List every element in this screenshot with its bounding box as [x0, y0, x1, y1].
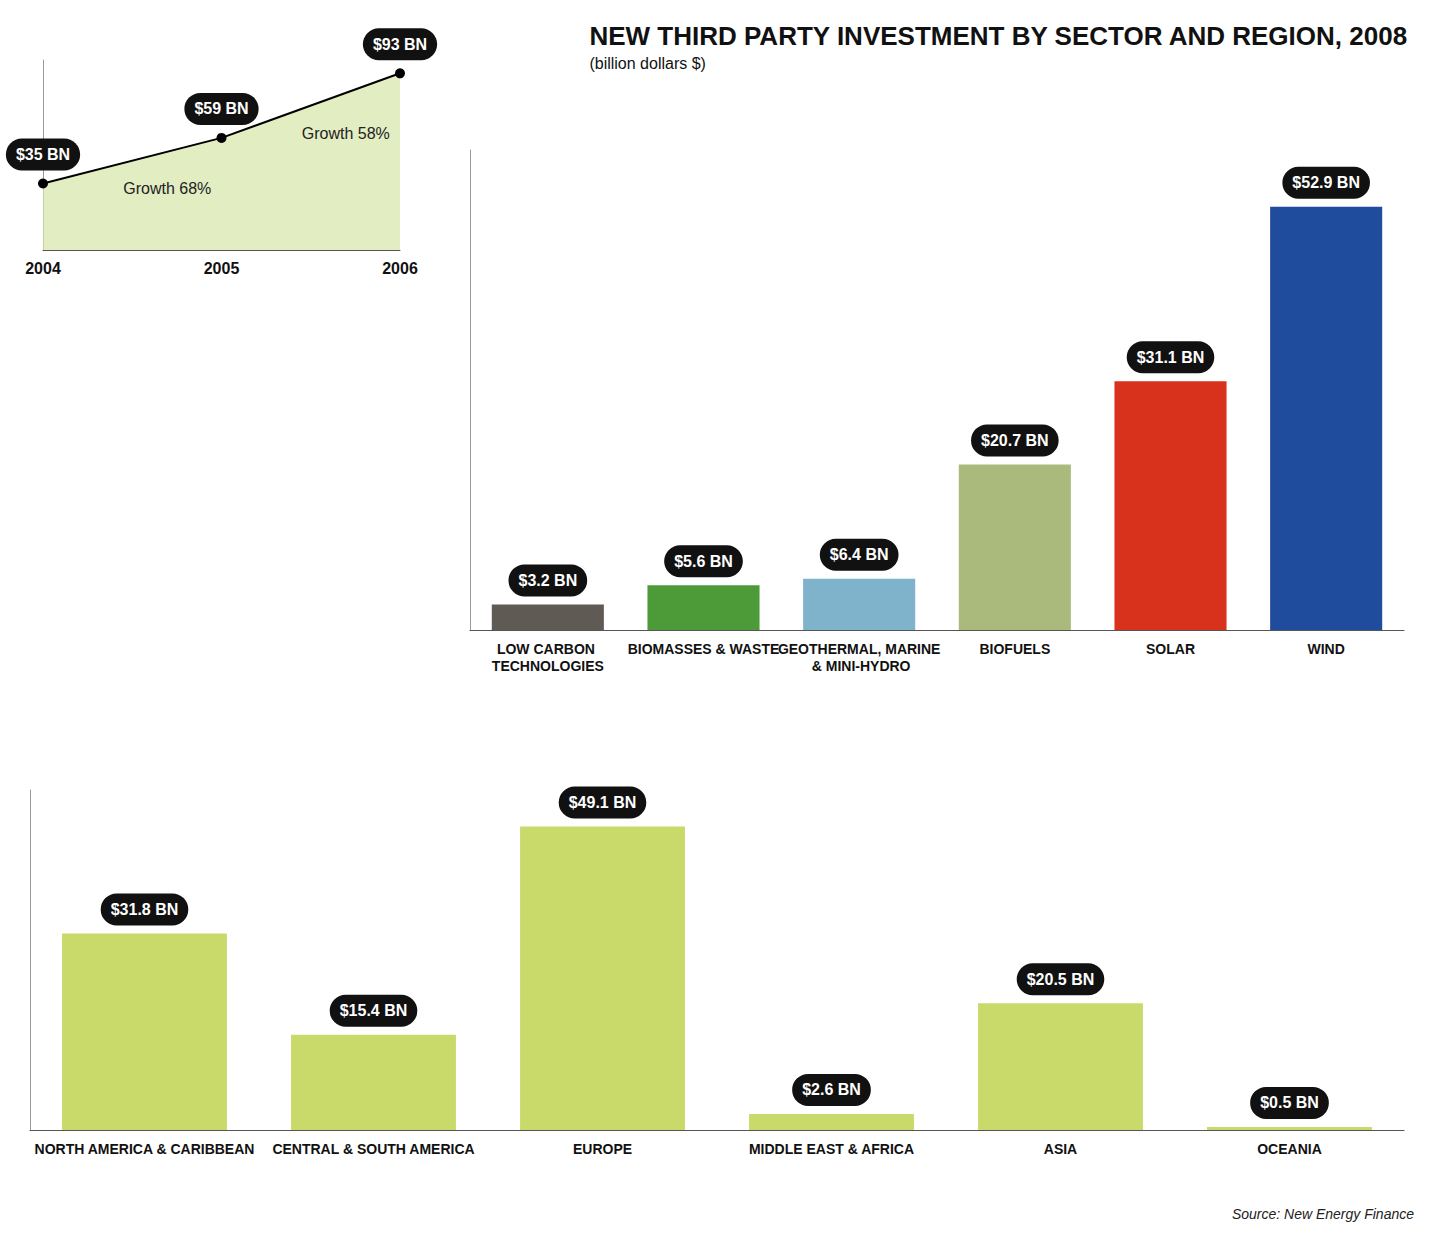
svg-text:2005: 2005 — [204, 260, 240, 277]
svg-text:TECHNOLOGIES: TECHNOLOGIES — [492, 658, 604, 674]
svg-text:$2.6 BN: $2.6 BN — [802, 1081, 861, 1098]
svg-text:$52.9 BN: $52.9 BN — [1292, 174, 1360, 191]
svg-text:NEW THIRD PARTY INVESTMENT BY: NEW THIRD PARTY INVESTMENT BY SECTOR AND… — [589, 21, 1407, 51]
svg-text:$20.7 BN: $20.7 BN — [981, 432, 1049, 449]
svg-text:$93 BN: $93 BN — [373, 36, 427, 53]
svg-text:ASIA: ASIA — [1044, 1141, 1077, 1157]
svg-text:$31.1 BN: $31.1 BN — [1137, 349, 1205, 366]
svg-text:$6.4 BN: $6.4 BN — [830, 546, 889, 563]
svg-text:EUROPE: EUROPE — [573, 1141, 632, 1157]
svg-text:$20.5 BN: $20.5 BN — [1027, 971, 1095, 988]
svg-text:CENTRAL & SOUTH AMERICA: CENTRAL & SOUTH AMERICA — [272, 1141, 474, 1157]
svg-text:SOLAR: SOLAR — [1146, 641, 1195, 657]
svg-text:& MINI-HYDRO: & MINI-HYDRO — [808, 658, 911, 674]
svg-text:GEOTHERMAL, MARINE: GEOTHERMAL, MARINE — [778, 641, 941, 657]
svg-text:(billion dollars $): (billion dollars $) — [589, 55, 706, 72]
svg-text:$49.1 BN: $49.1 BN — [569, 794, 637, 811]
svg-text:NORTH AMERICA & CARIBBEAN: NORTH AMERICA & CARIBBEAN — [35, 1141, 255, 1157]
svg-text:$3.2 BN: $3.2 BN — [518, 572, 577, 589]
svg-text:$35 BN: $35 BN — [16, 146, 70, 163]
svg-text:Growth 58%: Growth 58% — [302, 125, 390, 142]
svg-text:$0.5 BN: $0.5 BN — [1260, 1094, 1319, 1111]
svg-text:$31.8 BN: $31.8 BN — [111, 901, 179, 918]
svg-text:$15.4 BN: $15.4 BN — [340, 1002, 408, 1019]
svg-text:2004: 2004 — [25, 260, 61, 277]
svg-text:BIOMASSES & WASTE: BIOMASSES & WASTE — [628, 641, 780, 657]
svg-text:BIOFUELS: BIOFUELS — [979, 641, 1050, 657]
svg-text:WIND: WIND — [1308, 641, 1345, 657]
svg-text:LOW CARBON: LOW CARBON — [497, 641, 599, 657]
svg-text:2006: 2006 — [382, 260, 418, 277]
svg-text:$5.6 BN: $5.6 BN — [674, 553, 733, 570]
svg-text:MIDDLE EAST & AFRICA: MIDDLE EAST & AFRICA — [749, 1141, 914, 1157]
svg-text:Growth 68%: Growth 68% — [123, 180, 211, 197]
svg-text:$59 BN: $59 BN — [194, 100, 248, 117]
svg-text:Source: New Energy Finance: Source: New Energy Finance — [1232, 1206, 1414, 1222]
svg-text:OCEANIA: OCEANIA — [1257, 1141, 1322, 1157]
